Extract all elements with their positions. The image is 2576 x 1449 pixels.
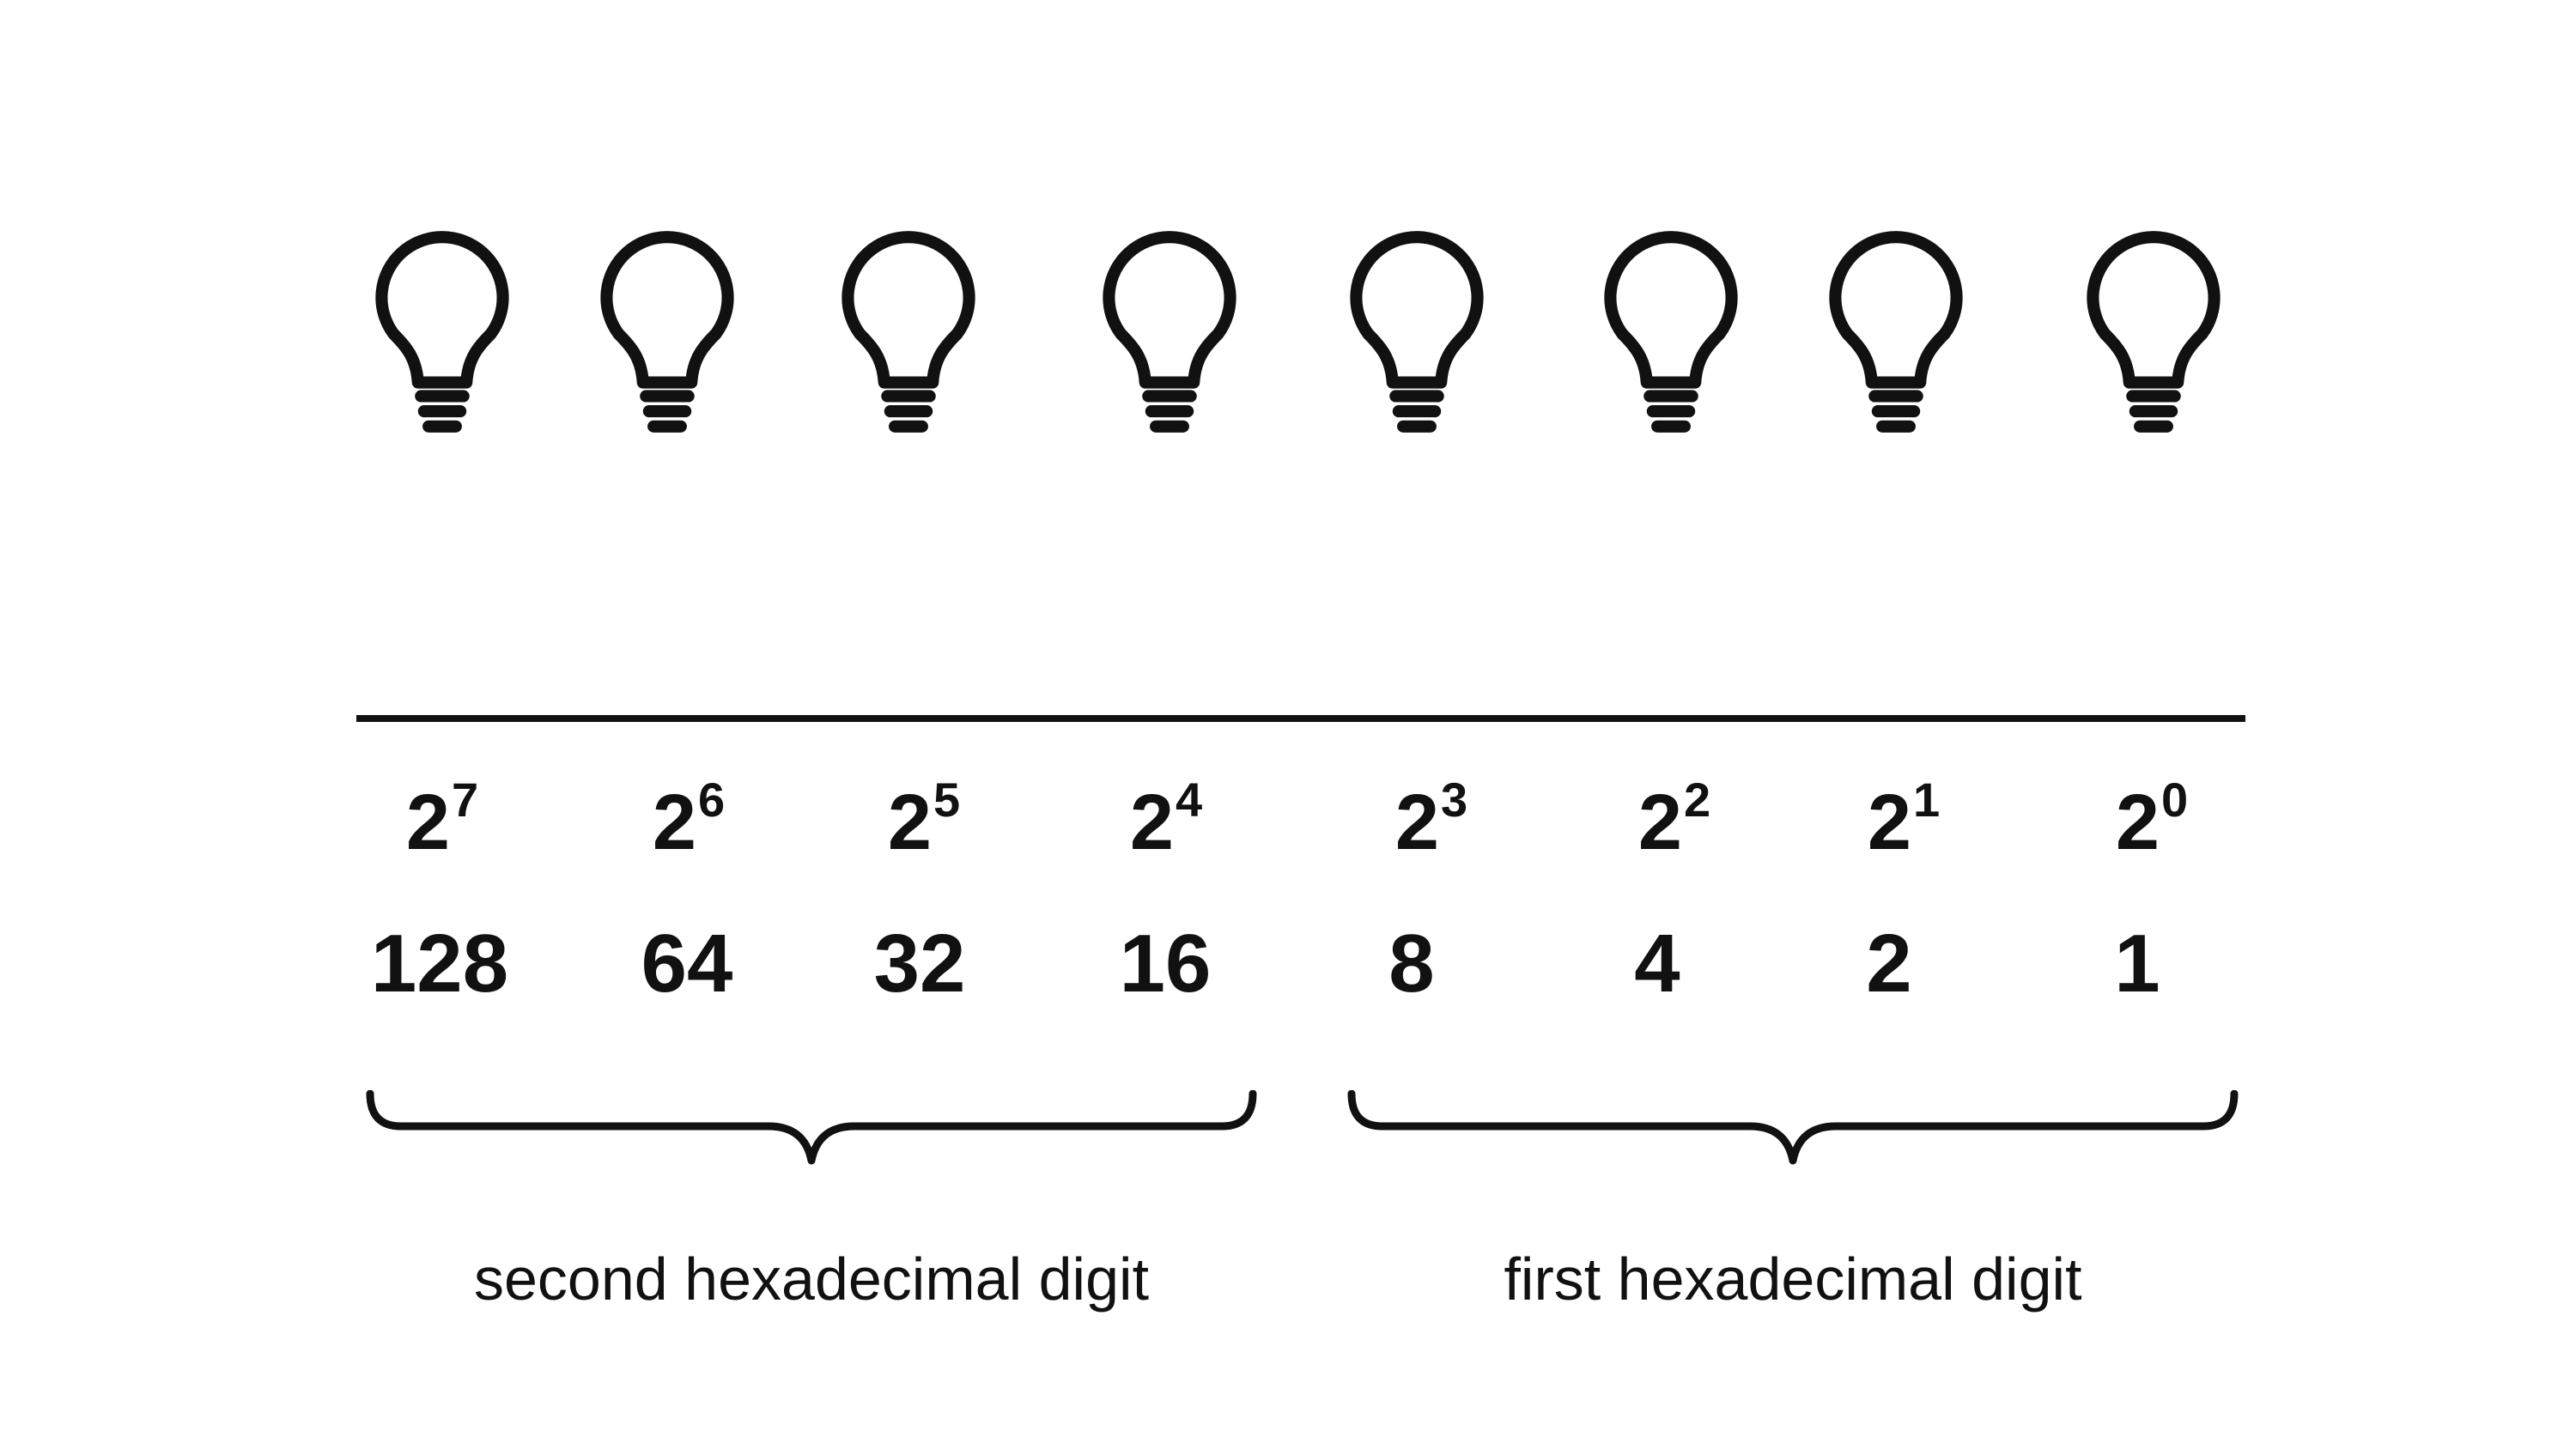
power-base: 2 — [405, 779, 451, 866]
power-of-two: 21 — [1868, 776, 1940, 863]
power-exponent: 1 — [1913, 773, 1941, 827]
group-label-first-hex-digit: first hexadecimal digit — [1504, 1246, 2082, 1313]
power-exponent: 4 — [1176, 773, 1203, 827]
light-bulb-icon — [1819, 219, 1973, 476]
power-base: 2 — [2115, 779, 2160, 866]
power-of-two: 27 — [406, 776, 478, 863]
power-exponent: 2 — [1684, 773, 1711, 827]
power-exponent: 7 — [452, 773, 479, 827]
power-base: 2 — [1394, 779, 1440, 866]
place-value: 4 — [1634, 918, 1680, 1009]
light-bulb-icon — [365, 219, 519, 476]
place-value: 128 — [370, 918, 509, 1009]
place-value: 64 — [641, 918, 733, 1009]
light-bulb-icon — [1594, 219, 1748, 476]
power-base: 2 — [887, 779, 933, 866]
place-value: 1 — [2114, 918, 2160, 1009]
power-exponent: 6 — [698, 773, 726, 827]
place-value: 2 — [1866, 918, 1912, 1009]
place-value: 32 — [873, 918, 966, 1009]
light-bulb-icon — [1092, 219, 1247, 476]
power-of-two: 22 — [1638, 776, 1710, 863]
power-exponent: 0 — [2161, 773, 2189, 827]
group-label-second-hex-digit: second hexadecimal digit — [473, 1246, 1150, 1313]
power-exponent: 5 — [933, 773, 961, 827]
place-value: 16 — [1119, 918, 1212, 1009]
power-base: 2 — [1867, 779, 1912, 866]
power-base: 2 — [1129, 779, 1175, 866]
power-of-two: 26 — [653, 776, 725, 863]
power-of-two: 24 — [1130, 776, 1202, 863]
curly-brace-icon — [1346, 1090, 2239, 1167]
power-exponent: 3 — [1441, 773, 1468, 827]
divider-line — [356, 715, 2245, 722]
power-of-two: 20 — [2116, 776, 2188, 863]
curly-brace-icon — [365, 1090, 1258, 1167]
power-of-two: 25 — [888, 776, 960, 863]
power-of-two: 23 — [1395, 776, 1467, 863]
light-bulb-icon — [590, 219, 744, 476]
light-bulb-icon — [1340, 219, 1494, 476]
power-base: 2 — [652, 779, 697, 866]
place-value: 8 — [1388, 918, 1435, 1009]
power-base: 2 — [1637, 779, 1683, 866]
light-bulb-icon — [2076, 219, 2231, 476]
light-bulb-icon — [831, 219, 986, 476]
